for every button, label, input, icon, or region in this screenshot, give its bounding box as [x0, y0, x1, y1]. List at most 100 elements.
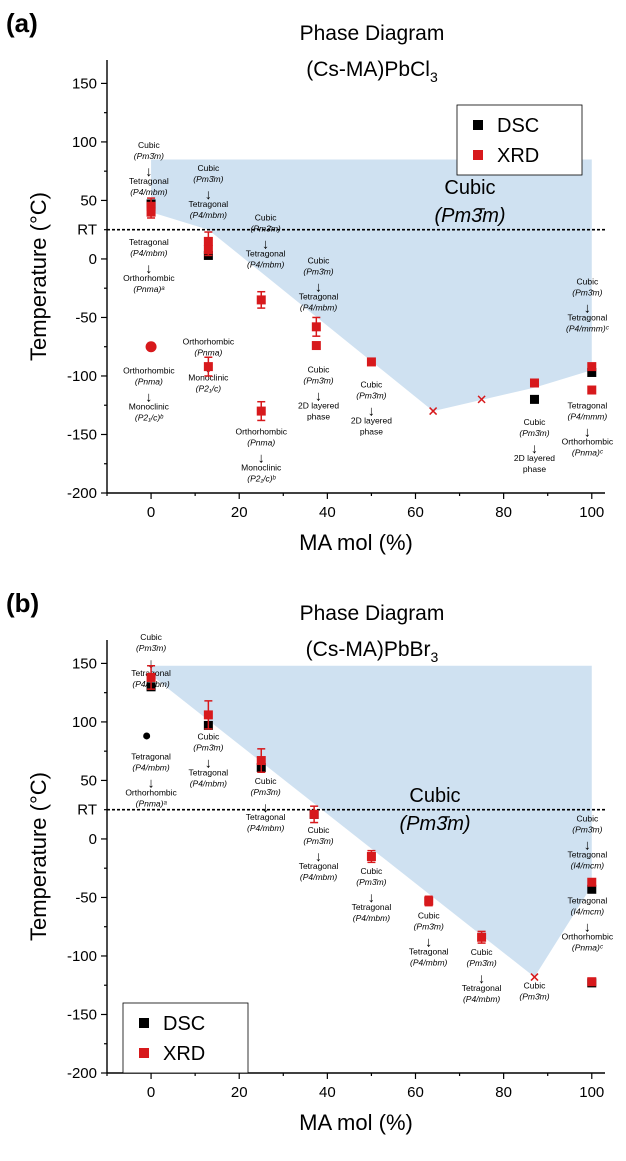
- annotation-text: (Pnma): [247, 437, 275, 447]
- y-tick-label: -200: [67, 485, 97, 502]
- transition-arrow: ↓: [368, 889, 375, 905]
- transition-arrow: ↓: [531, 440, 538, 456]
- cross-marker: [429, 407, 438, 416]
- chart-title-formula: (Cs-MA)PbCl: [306, 58, 430, 81]
- annotation-text: Cubic: [140, 632, 162, 642]
- phase-transition-annotation: Orthorhombic(Pnma) ↓Monoclinic(P2₁/c)ᵇ: [235, 426, 287, 483]
- phase-transition-annotation: Cubic(Pm3̄m) ↓Tetragonal(P4/mmm)ᶜ: [566, 277, 610, 334]
- transition-arrow: ↓: [425, 934, 432, 950]
- y-tick-label: -50: [75, 309, 97, 326]
- xrd-data-point: [587, 362, 597, 372]
- annotation-text: (P4/mbm): [190, 778, 227, 788]
- transition-arrow: ↓: [145, 389, 152, 405]
- annotation-text: Tetragonal: [189, 199, 229, 209]
- legend-box: [456, 104, 583, 176]
- annotation-text: (Pnma): [194, 347, 222, 357]
- x-tick-label: 0: [147, 1084, 155, 1101]
- transition-arrow: ↓: [148, 774, 155, 790]
- annotation-text: (P4/mmm)ᶜ: [566, 324, 610, 334]
- x-tick-label: 40: [319, 504, 336, 521]
- annotation-text: Cubic: [308, 364, 330, 374]
- transition-arrow: ↓: [205, 186, 212, 202]
- annotation-text: Orthorhombic: [125, 787, 177, 797]
- annotation-text: (P4/mbm): [300, 303, 337, 313]
- chart-title-line1: Phase Diagram: [300, 22, 445, 45]
- x-tick-label: 100: [579, 1084, 604, 1101]
- phase-transition-annotation: Tetragonal(P4/mmm) ↓Orthorhombic(Pnma)ᶜ: [562, 401, 614, 458]
- cubic-region-label-spacegroup: (Pm3̄m): [434, 205, 505, 227]
- legend-marker-xrd: [139, 1048, 149, 1058]
- transition-arrow: ↓: [258, 449, 265, 465]
- annotation-text: (Pm3̄m): [193, 742, 223, 752]
- panel-label: (b): [6, 588, 39, 618]
- annotation-text: Tetragonal: [568, 849, 608, 859]
- transition-arrow: ↓: [584, 836, 591, 852]
- legend-label-xrd: XRD: [497, 145, 539, 167]
- annotation-text: (P4/mbm): [130, 187, 167, 197]
- phase-transition-annotation: Tetragonal(P4/mbm) ↓Orthorhombic(Pnma)ᵃ: [125, 751, 177, 808]
- xrd-data-point: [311, 322, 321, 332]
- circle-marker: [145, 341, 157, 353]
- xrd-data-point: [587, 877, 597, 887]
- annotation-text: phase: [360, 427, 383, 437]
- annotation-text: Cubic: [577, 277, 599, 287]
- annotation-text: Cubic: [138, 140, 160, 150]
- annotation-text: Orthorhombic: [123, 273, 175, 283]
- annotation-text: (I4/mcm): [571, 906, 605, 916]
- chart-title-line1: Phase Diagram: [300, 602, 445, 625]
- annotation-text: (Pm3̄m): [303, 375, 333, 385]
- phase-transition-annotation: Cubic(Pm3̄m) ↓Tetragonal(P4/mbm): [299, 256, 339, 313]
- annotation-text: Tetragonal: [131, 751, 171, 761]
- y-tick-label: -150: [67, 426, 97, 443]
- y-tick-label: 50: [80, 772, 97, 789]
- transition-arrow: ↓: [584, 300, 591, 316]
- y-tick-label: 0: [89, 831, 97, 848]
- annotation-text: (Pm3̄m): [466, 958, 496, 968]
- annotation-text: Orthorhombic: [183, 336, 235, 346]
- xrd-data-point: [366, 852, 376, 861]
- x-tick-label: 60: [407, 504, 424, 521]
- circle-marker: [143, 732, 151, 740]
- series-xrd: [146, 664, 597, 987]
- annotation-text: (P4/mbm): [247, 823, 284, 833]
- xrd-data-point: [366, 357, 376, 367]
- annotation-text: Orthorhombic: [562, 437, 614, 447]
- x-tick-label: 60: [407, 1084, 424, 1101]
- annotation-text: (Pm3̄m): [303, 836, 333, 846]
- transition-arrow: ↓: [205, 754, 212, 770]
- annotation-text: (P4/mbm): [132, 762, 169, 772]
- y-tick-label: -100: [67, 368, 97, 385]
- dsc-data-point: [587, 367, 597, 377]
- xrd-data-point: [146, 672, 156, 682]
- annotation-text: Monoclinic: [129, 402, 170, 412]
- legend-label-xrd: XRD: [163, 1043, 205, 1065]
- xrd-data-point: [587, 385, 597, 395]
- chart-title-formula: (Cs-MA)PbBr: [306, 638, 431, 661]
- phase-transition-annotation: Cubic(Pm3̄m) ↓Tetragonal(P4/mbm): [189, 163, 229, 220]
- chart-title-line2: (Cs-MA)PbBr3: [306, 638, 439, 665]
- phase-transition-annotation: Tetragonal(P4/mbm) ↓Orthorhombic(Pnma)ᵃ: [123, 237, 175, 294]
- legend-label-dsc: DSC: [497, 115, 539, 137]
- y-tick-label: 100: [72, 134, 97, 151]
- annotation-text: (Pnma): [135, 377, 163, 387]
- annotation-text: Cubic: [197, 163, 219, 173]
- legend: DSC XRD: [456, 104, 583, 176]
- annotation-text: (Pnma)ᵃ: [133, 284, 165, 294]
- annotation-text: Cubic: [361, 866, 383, 876]
- cross-marker: [477, 395, 486, 404]
- transition-arrow: ↓: [478, 970, 485, 986]
- transition-arrow: ↓: [148, 655, 155, 671]
- annotation-text: Monoclinic: [241, 462, 282, 472]
- cubic-phase-region: [151, 159, 592, 412]
- annotation-text: Cubic: [471, 947, 493, 957]
- annotation-text: phase: [307, 411, 330, 421]
- annotation-text: (P2₁/c): [196, 383, 222, 393]
- xrd-data-point: [203, 362, 213, 372]
- legend: DSC XRD: [122, 1002, 249, 1074]
- cubic-region-label-spacegroup: (Pm3̄m): [399, 813, 470, 835]
- annotation-text: Cubic: [197, 731, 219, 741]
- cubic-region-label: Cubic: [409, 785, 460, 807]
- annotation-text: (Pm3̄m): [303, 267, 333, 277]
